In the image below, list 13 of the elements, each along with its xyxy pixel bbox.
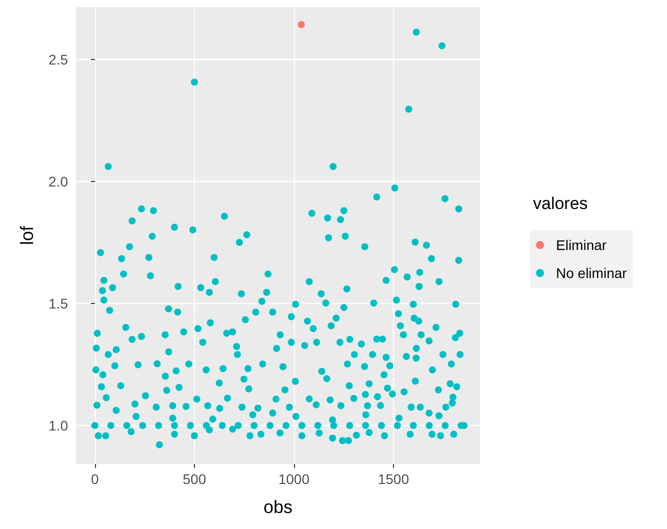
legend-label: No eliminar bbox=[556, 265, 628, 281]
x-tick-label: 500 bbox=[182, 471, 206, 487]
y-tick-label: 1.5 bbox=[48, 296, 68, 312]
y-tick-label: 2.5 bbox=[48, 52, 68, 68]
x-tick-label: 1500 bbox=[378, 471, 410, 487]
x-tick-label: 1000 bbox=[278, 471, 310, 487]
y-axis-title: lof bbox=[17, 225, 37, 246]
legend-label: Eliminar bbox=[556, 237, 607, 253]
y-tick-label: 2.0 bbox=[48, 174, 68, 190]
legend-title: valores bbox=[533, 194, 588, 213]
x-axis-title: obs bbox=[263, 497, 293, 517]
y-tick-label: 1.0 bbox=[48, 417, 68, 434]
x-tick-label: 0 bbox=[91, 471, 100, 487]
